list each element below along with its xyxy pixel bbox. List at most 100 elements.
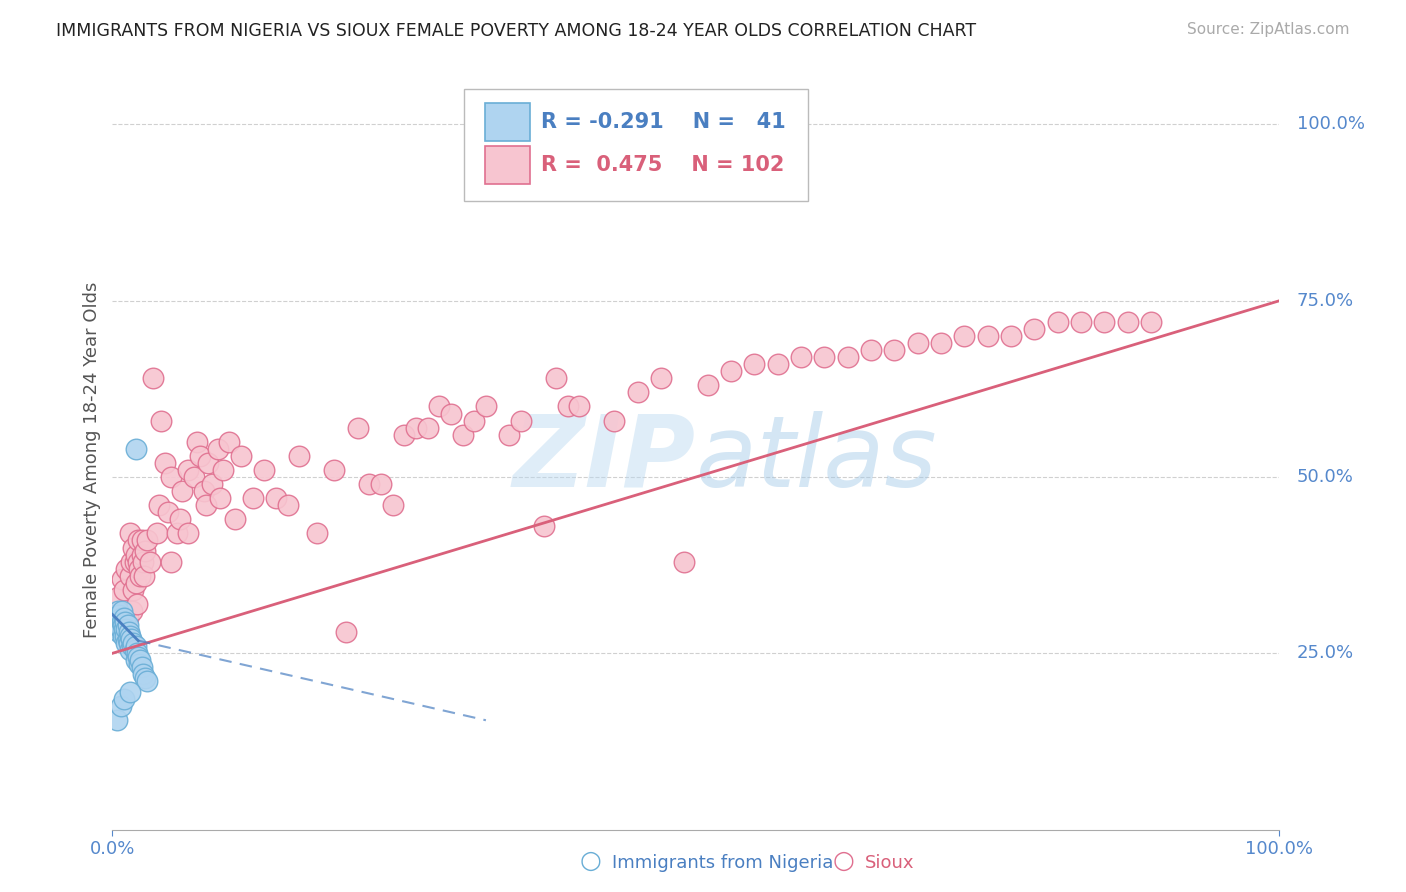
Point — [111, 618, 134, 632]
Point — [150, 414, 173, 428]
Point — [114, 629, 136, 643]
Point — [122, 582, 145, 597]
Point — [142, 371, 165, 385]
Point — [129, 653, 152, 667]
Point — [953, 329, 976, 343]
Point — [359, 477, 381, 491]
Point — [107, 590, 129, 604]
Point — [207, 442, 229, 456]
Point — [335, 625, 357, 640]
Point — [1024, 322, 1046, 336]
Point — [242, 491, 264, 505]
Text: 100.0%: 100.0% — [1296, 115, 1365, 134]
Point — [229, 449, 252, 463]
Point — [132, 555, 155, 569]
Point — [120, 632, 142, 647]
Point — [118, 625, 141, 640]
Point — [509, 414, 531, 428]
Point — [253, 463, 276, 477]
Point — [118, 636, 141, 650]
Point — [837, 350, 859, 364]
Point — [124, 555, 146, 569]
Point — [166, 526, 188, 541]
Point — [394, 427, 416, 442]
Point — [108, 625, 131, 640]
Point — [122, 541, 145, 555]
Point — [124, 642, 146, 657]
Text: ○: ○ — [579, 848, 602, 872]
Point — [288, 449, 311, 463]
Point — [115, 562, 138, 576]
Point — [346, 420, 368, 434]
Point — [498, 427, 520, 442]
Point — [136, 674, 159, 689]
Text: R =  0.475    N = 102: R = 0.475 N = 102 — [541, 155, 785, 175]
Point — [105, 713, 128, 727]
Point — [224, 512, 246, 526]
Point — [127, 533, 149, 548]
Point — [125, 575, 148, 590]
Point — [111, 604, 134, 618]
Point — [766, 357, 789, 371]
Point — [1046, 315, 1069, 329]
Point — [107, 604, 129, 618]
Point — [627, 385, 650, 400]
Point — [112, 611, 135, 625]
Point — [533, 519, 555, 533]
Point — [127, 649, 149, 664]
Point — [122, 636, 145, 650]
Point — [117, 618, 139, 632]
Point — [110, 699, 132, 714]
Text: ZIP: ZIP — [513, 411, 696, 508]
Point — [440, 407, 463, 421]
Point — [463, 414, 485, 428]
Point — [720, 364, 742, 378]
Point — [125, 639, 148, 653]
Point — [673, 555, 696, 569]
Point — [110, 622, 132, 636]
Point — [169, 512, 191, 526]
Point — [381, 498, 404, 512]
Point — [323, 463, 346, 477]
Point — [813, 350, 835, 364]
Point — [1094, 315, 1116, 329]
Point — [125, 597, 148, 611]
Text: IMMIGRANTS FROM NIGERIA VS SIOUX FEMALE POVERTY AMONG 18-24 YEAR OLDS CORRELATIO: IMMIGRANTS FROM NIGERIA VS SIOUX FEMALE … — [56, 22, 976, 40]
Point — [1000, 329, 1022, 343]
Text: ○: ○ — [832, 848, 855, 872]
Point — [115, 622, 138, 636]
Point — [883, 343, 905, 357]
Point — [197, 456, 219, 470]
Point — [194, 498, 217, 512]
Point — [118, 685, 141, 699]
Point — [416, 420, 439, 434]
Point — [183, 470, 205, 484]
Point — [188, 449, 211, 463]
Point — [131, 533, 153, 548]
Point — [131, 548, 153, 562]
Point — [907, 336, 929, 351]
Point — [153, 456, 176, 470]
Point — [276, 498, 298, 512]
Point — [127, 555, 149, 569]
Point — [118, 568, 141, 582]
Point — [118, 629, 141, 643]
Text: atlas: atlas — [696, 411, 938, 508]
Point — [603, 414, 626, 428]
Point — [125, 442, 148, 456]
Point — [129, 568, 152, 582]
Point — [121, 604, 143, 618]
Point — [146, 526, 169, 541]
Point — [451, 427, 474, 442]
Point — [117, 611, 139, 625]
Text: 50.0%: 50.0% — [1296, 468, 1354, 486]
Point — [557, 400, 579, 414]
Point — [160, 555, 183, 569]
Point — [929, 336, 952, 351]
Text: 25.0%: 25.0% — [1296, 644, 1354, 662]
Point — [201, 477, 224, 491]
Point — [134, 544, 156, 558]
Point — [128, 562, 150, 576]
Text: 75.0%: 75.0% — [1296, 292, 1354, 310]
Point — [696, 378, 718, 392]
